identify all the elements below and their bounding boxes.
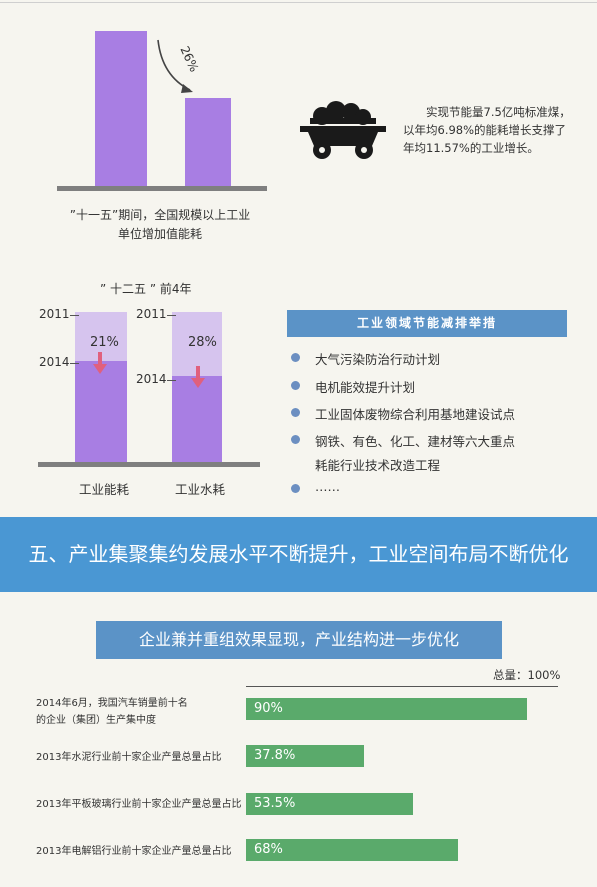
coal-cart-icon: [300, 101, 386, 159]
water-tick-2014: [167, 380, 176, 381]
measure-bullet: [291, 435, 300, 444]
chart2-baseline: [38, 462, 260, 467]
measures-title: 工业领域节能减排举措: [287, 310, 567, 337]
water-pct: 28%: [188, 335, 217, 350]
energy-tick-2014: [70, 363, 79, 364]
measure-bullet: [291, 381, 300, 390]
water-label: 工业水耗: [175, 482, 226, 497]
energy-year-2011: 2011: [39, 307, 70, 321]
cart-text-line2: 以年均6.98%的能耗增长支撑了: [403, 123, 567, 137]
measure-bullet: [291, 484, 300, 493]
chart1-bar-start: [95, 31, 147, 188]
measure-bullet: [291, 353, 300, 362]
water-down-arrow-icon: [191, 366, 205, 388]
total-line: [246, 686, 558, 687]
hbar-label-auto-line1: 2014年6月，我国汽车销量前十名: [36, 698, 188, 709]
merger-subheader: 企业兼并重组效果显现，产业结构进一步优化: [96, 621, 502, 659]
measure-item: 钢铁、有色、化工、建材等六大重点: [315, 434, 516, 449]
energy-label: 工业能耗: [79, 482, 130, 497]
energy-bar-2014: [75, 361, 127, 464]
chart1-caption-line1: ”十一五”期间，全国规模以上工业: [69, 208, 251, 222]
measure-item: 耗能行业技术改造工程: [315, 458, 441, 473]
water-year-2011: 2011: [136, 307, 167, 321]
measure-item: ……: [315, 479, 340, 494]
chart1-caption-line2: 单位增加值能耗: [117, 227, 202, 241]
hbar-auto: 90%: [246, 698, 527, 720]
total-label: 总量：100%: [493, 668, 561, 682]
energy-pct: 21%: [90, 335, 119, 350]
energy-tick-2011: [70, 315, 79, 316]
hbar-glass: 53.5%: [246, 793, 413, 815]
section-five-band: 五、产业集聚集约发展水平不断提升，工业空间布局不断优化: [0, 517, 597, 592]
period-title: ” 十二五 ” 前4年: [100, 282, 192, 296]
measure-item: 电机能效提升计划: [315, 380, 416, 395]
water-year-2014: 2014: [136, 372, 167, 386]
measure-item: 工业固体废物综合利用基地建设试点: [315, 407, 516, 422]
cart-text-line1: 实现节能量7.5亿吨标准煤，: [426, 105, 571, 119]
measure-item: 大气污染防治行动计划: [315, 352, 441, 367]
water-bar-2014: [172, 376, 222, 464]
hbar-label-aluminum: 2013年电解铝行业前十家企业产量总量占比: [36, 846, 232, 857]
decrease-arrow-icon: [157, 39, 193, 93]
hbar-label-cement: 2013年水泥行业前十家企业产量总量占比: [36, 752, 222, 763]
hbar-label-auto-line2: 的企业（集团）生产集中度: [36, 715, 156, 726]
measure-bullet: [291, 408, 300, 417]
hbar-label-glass: 2013年平板玻璃行业前十家企业产量总量占比: [36, 799, 242, 810]
energy-down-arrow-icon: [93, 352, 107, 374]
cart-text-line3: 年均11.57%的工业增长。: [403, 141, 539, 155]
energy-year-2014: 2014: [39, 355, 70, 369]
hbar-cement: 37.8%: [246, 745, 364, 767]
water-tick-2011: [167, 315, 176, 316]
hbar-aluminum: 68%: [246, 839, 458, 861]
chart1-bar-end: [185, 98, 231, 188]
chart1-baseline: [57, 186, 267, 191]
top-divider: [0, 2, 597, 3]
